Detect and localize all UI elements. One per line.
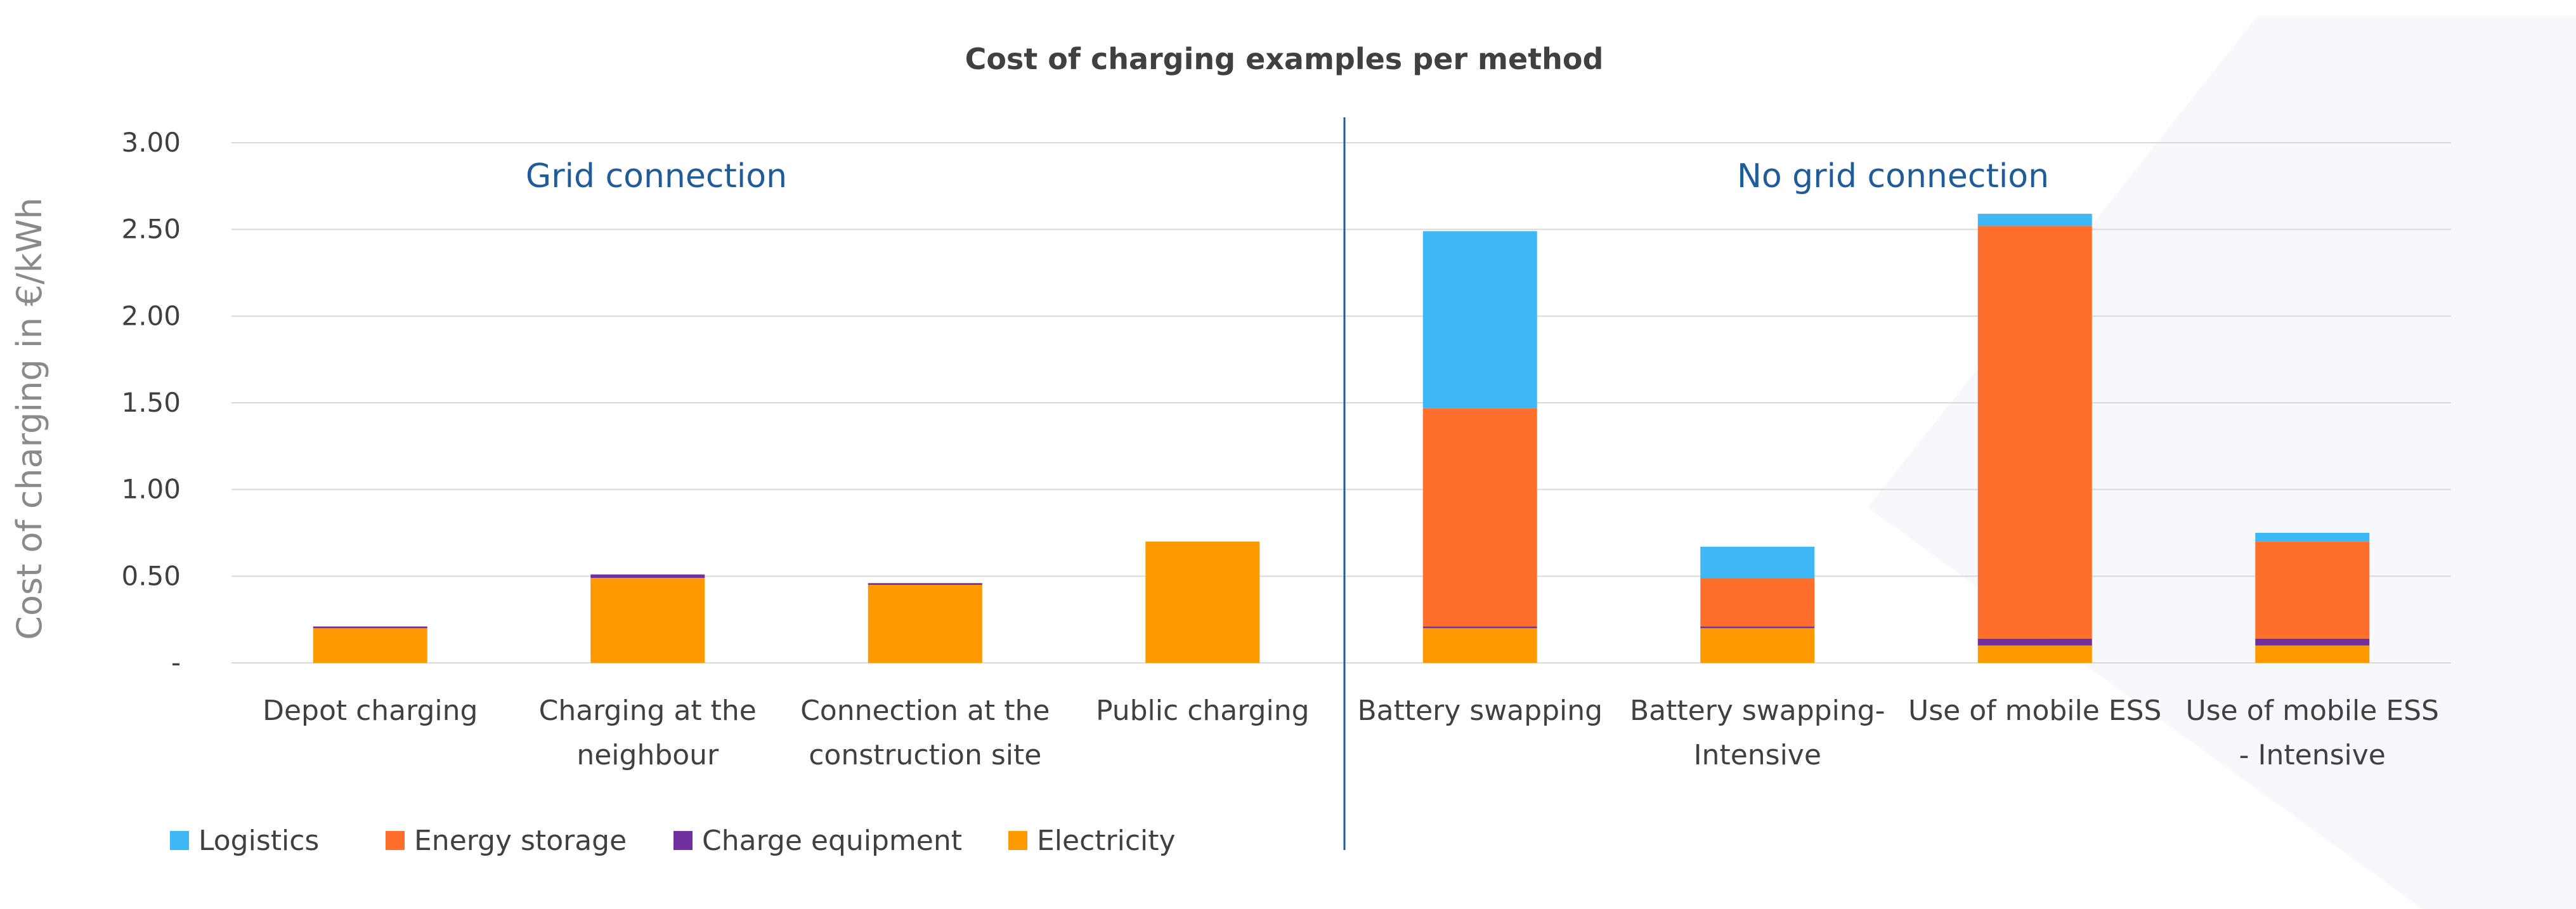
x-tick-label: Intensive — [1694, 739, 1821, 771]
annotation-grid-connection: Grid connection — [526, 157, 787, 195]
x-tick-label: neighbour — [576, 739, 719, 771]
bar-energy-storage — [2255, 541, 2370, 639]
y-tick-label: 1.00 — [121, 474, 181, 505]
bar-logistics — [1977, 214, 2092, 226]
x-tick-label: Battery swapping- — [1630, 695, 1885, 727]
x-tick-labels: Depot charging Charging at the neighbour Co… — [263, 695, 2439, 771]
y-axis-label: Cost of charging in €/kWh — [10, 197, 49, 639]
x-tick-label: Use of mobile ESS — [2186, 695, 2439, 727]
bar-energy-storage — [1977, 226, 2092, 639]
x-tick-label: Charging at the — [539, 695, 757, 727]
chart-title: Cost of charging examples per method — [965, 42, 1604, 76]
y-tick-label: 0.50 — [121, 560, 181, 591]
bar-electricity — [1700, 628, 1815, 663]
bar-electricity — [868, 585, 982, 663]
bar-charge-equipment — [1700, 626, 1815, 629]
legend-label-electricity: Electricity — [1037, 825, 1176, 857]
legend-label-energy-storage: Energy storage — [414, 825, 627, 857]
background-shape — [1868, 16, 2576, 909]
bar-electricity — [313, 628, 427, 663]
bar-charge-equipment — [2255, 638, 2370, 646]
bar-electricity — [1145, 541, 1260, 663]
bar-electricity — [2255, 645, 2370, 663]
bar-charge-equipment — [313, 626, 427, 629]
x-tick-label: Public charging — [1096, 695, 1310, 727]
bar-logistics — [1422, 231, 1537, 409]
bar-electricity — [590, 578, 705, 663]
annotation-no-grid-connection: No grid connection — [1737, 157, 2049, 195]
legend-label-logistics: Logistics — [198, 825, 319, 857]
y-tick-label: - — [171, 647, 181, 678]
bar-electricity — [1977, 645, 2092, 663]
y-tick-label: 3.00 — [121, 127, 181, 158]
x-tick-label: Use of mobile ESS — [1908, 695, 2161, 727]
legend-swatch-charge-equipment — [673, 831, 693, 850]
x-tick-label: Depot charging — [263, 695, 478, 727]
bars — [313, 214, 2370, 663]
bar-charge-equipment — [590, 574, 705, 579]
legend-swatch-logistics — [170, 831, 189, 850]
bar-energy-storage — [1422, 408, 1537, 627]
bar-charge-equipment — [1977, 638, 2092, 646]
legend-swatch-electricity — [1008, 831, 1027, 850]
legend-swatch-energy-storage — [386, 831, 405, 850]
bar-electricity — [1422, 628, 1537, 663]
bar-logistics — [2255, 533, 2370, 542]
bar-logistics — [1700, 546, 1815, 579]
y-tick-labels: - 0.50 1.00 1.50 2.00 2.50 3.00 — [121, 127, 181, 678]
y-tick-label: 2.50 — [121, 214, 181, 245]
x-tick-label: Battery swapping — [1357, 695, 1603, 727]
bar-charge-equipment — [1422, 626, 1537, 629]
legend: Logistics Energy storage Charge equipment E… — [170, 825, 1176, 857]
x-tick-label: Connection at the — [800, 695, 1050, 727]
y-tick-label: 2.00 — [121, 300, 181, 331]
legend-label-charge-equipment: Charge equipment — [702, 825, 962, 857]
bar-charge-equipment — [868, 583, 982, 585]
bar-energy-storage — [1700, 578, 1815, 627]
x-tick-label: construction site — [809, 739, 1041, 771]
y-tick-label: 1.50 — [121, 387, 181, 418]
x-tick-label: - Intensive — [2239, 739, 2386, 771]
